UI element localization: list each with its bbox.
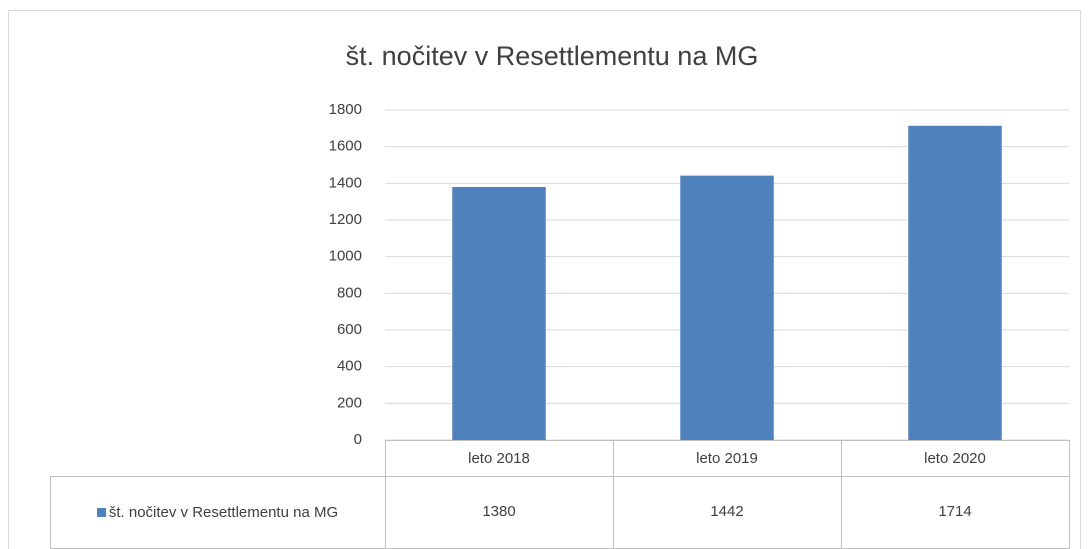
bar [452,187,546,440]
legend-key [96,508,106,518]
y-tick-label: 600 [337,321,362,338]
y-tick-label: 1000 [329,248,362,265]
x-tick-label: leto 2019 [696,450,758,467]
legend-cell: št. nočitev v Resettlementu na MG [50,477,385,548]
y-tick-label: 0 [354,431,362,448]
x-tick-label: leto 2018 [468,450,530,467]
y-tick-label: 1600 [329,138,362,155]
y-tick-label: 1800 [329,101,362,118]
table-value: 1380 [482,503,515,520]
table-value: 1714 [938,503,971,520]
y-tick-label: 1400 [329,174,362,191]
chart-title: št. nočitev v Resettlementu na MG [346,41,759,71]
y-tick-label: 1200 [329,211,362,228]
y-tick-label: 200 [337,394,362,411]
y-tick-label: 800 [337,284,362,301]
bar [680,175,774,440]
table-value: 1442 [710,503,743,520]
bar [908,125,1002,441]
legend-label: št. nočitev v Resettlementu na MG [108,503,339,521]
x-tick-label: leto 2020 [924,450,986,467]
y-tick-label: 400 [337,358,362,375]
